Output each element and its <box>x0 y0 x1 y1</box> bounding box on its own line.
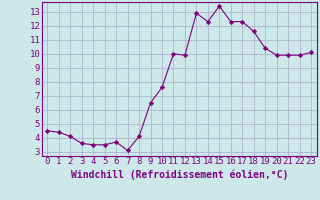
X-axis label: Windchill (Refroidissement éolien,°C): Windchill (Refroidissement éolien,°C) <box>70 169 288 180</box>
